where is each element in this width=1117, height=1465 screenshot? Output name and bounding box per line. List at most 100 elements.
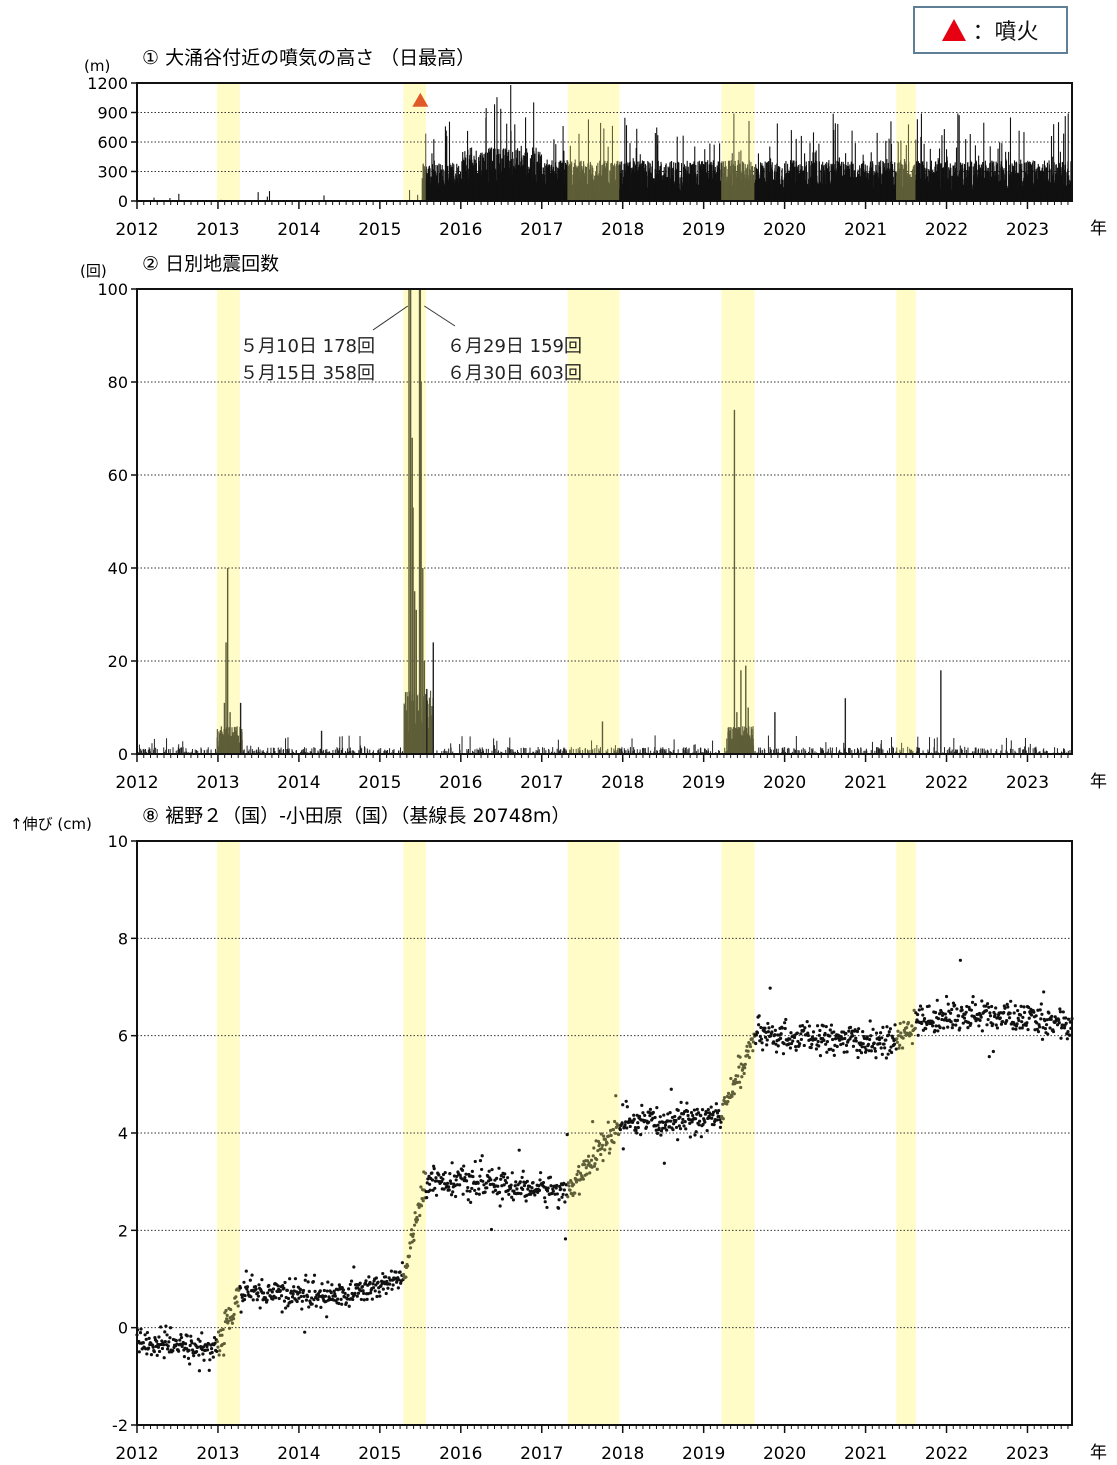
x-tick-label: 2017 — [520, 220, 563, 240]
baseline-point — [384, 1275, 388, 1279]
baseline-point — [318, 1289, 322, 1293]
baseline-point — [282, 1299, 287, 1303]
baseline-point — [526, 1187, 530, 1191]
baseline-point — [225, 1317, 229, 1321]
baseline-point — [295, 1299, 299, 1304]
baseline-point — [434, 1176, 438, 1180]
baseline-point — [601, 1158, 605, 1163]
baseline-point — [146, 1346, 151, 1350]
baseline-point — [529, 1192, 533, 1196]
baseline-point — [448, 1171, 452, 1176]
annotation-leader — [424, 305, 456, 327]
y-tick-label: 1200 — [87, 74, 128, 93]
baseline-point — [371, 1286, 376, 1290]
baseline-point — [621, 1147, 625, 1151]
baseline-point — [678, 1115, 682, 1119]
baseline-point — [395, 1280, 399, 1284]
baseline-point — [647, 1120, 651, 1124]
baseline-point — [643, 1113, 647, 1118]
baseline-point — [368, 1280, 372, 1285]
baseline-point — [276, 1284, 280, 1288]
baseline-point — [255, 1298, 259, 1302]
x-tick-label: 2016 — [439, 773, 482, 793]
baseline-point — [448, 1179, 453, 1183]
baseline-point — [636, 1125, 640, 1130]
baseline-point — [636, 1121, 640, 1125]
baseline-point — [419, 1185, 423, 1189]
baseline-point — [336, 1297, 340, 1301]
baseline-point — [389, 1269, 394, 1273]
baseline-point — [310, 1302, 314, 1306]
baseline-point — [260, 1278, 264, 1282]
baseline-point — [304, 1298, 309, 1302]
baseline-point — [445, 1181, 450, 1185]
baseline-point — [192, 1354, 196, 1358]
baseline-point — [691, 1113, 695, 1118]
annotation-text: ５月15日 358回 — [240, 363, 375, 384]
baseline-point — [369, 1291, 373, 1295]
baseline-point — [477, 1187, 481, 1191]
data-marks — [136, 289, 1073, 754]
baseline-point — [340, 1285, 344, 1290]
baseline-point — [304, 1273, 308, 1277]
panel-1: 0 300 600 900 1200 2012 2013 2014 2015 2016 2017 20… — [84, 47, 1107, 240]
baseline-point — [430, 1171, 434, 1175]
baseline-point — [665, 1128, 669, 1132]
baseline-point — [178, 1338, 182, 1342]
baseline-point — [462, 1164, 466, 1168]
baseline-point — [185, 1334, 189, 1338]
baseline-point — [676, 1108, 680, 1112]
baseline-point — [603, 1148, 607, 1152]
baseline-point — [599, 1152, 603, 1157]
baseline-point — [370, 1297, 374, 1301]
baseline-point — [595, 1157, 599, 1162]
baseline-point — [655, 1131, 660, 1135]
x-tick-label: 2013 — [196, 220, 239, 240]
baseline-point — [528, 1184, 532, 1188]
baseline-point — [539, 1171, 543, 1175]
baseline-point — [285, 1288, 289, 1292]
baseline-point — [266, 1291, 270, 1295]
baseline-point — [249, 1295, 253, 1299]
baseline-point — [344, 1301, 348, 1305]
baseline-point — [301, 1288, 306, 1293]
y-tick-label: 40 — [108, 559, 128, 578]
baseline-point — [325, 1315, 329, 1319]
baseline-point — [323, 1294, 328, 1298]
baseline-point — [612, 1140, 616, 1145]
baseline-point — [156, 1345, 160, 1349]
baseline-point — [545, 1205, 549, 1210]
baseline-point — [473, 1159, 477, 1164]
baseline-point — [617, 1132, 621, 1137]
baseline-point — [373, 1289, 377, 1293]
baseline-point — [234, 1295, 238, 1299]
baseline-point — [618, 1127, 623, 1132]
baseline-point — [312, 1273, 317, 1277]
x-axis-unit: 年 — [1090, 219, 1107, 239]
baseline-point — [679, 1100, 683, 1104]
baseline-point — [520, 1175, 524, 1180]
baseline-point — [371, 1282, 375, 1286]
baseline-point — [690, 1120, 694, 1124]
baseline-point — [197, 1369, 202, 1373]
baseline-point — [659, 1129, 664, 1133]
y-tick-label: 20 — [108, 652, 128, 671]
baseline-point — [682, 1124, 686, 1128]
baseline-point — [355, 1282, 359, 1287]
baseline-point — [455, 1174, 459, 1179]
baseline-point — [508, 1186, 513, 1190]
baseline-point — [256, 1294, 261, 1298]
baseline-point — [349, 1279, 354, 1283]
baseline-point — [497, 1166, 501, 1170]
baseline-point — [196, 1345, 200, 1349]
y-tick-label: 0 — [118, 745, 128, 764]
baseline-point — [497, 1190, 502, 1195]
x-tick-label: 2012 — [115, 773, 158, 793]
baseline-point — [698, 1119, 702, 1123]
baseline-point — [586, 1154, 591, 1158]
baseline-point — [364, 1279, 368, 1283]
baseline-point — [208, 1358, 212, 1362]
baseline-point — [555, 1183, 559, 1188]
baseline-point — [317, 1294, 321, 1298]
baseline-point — [507, 1192, 511, 1196]
